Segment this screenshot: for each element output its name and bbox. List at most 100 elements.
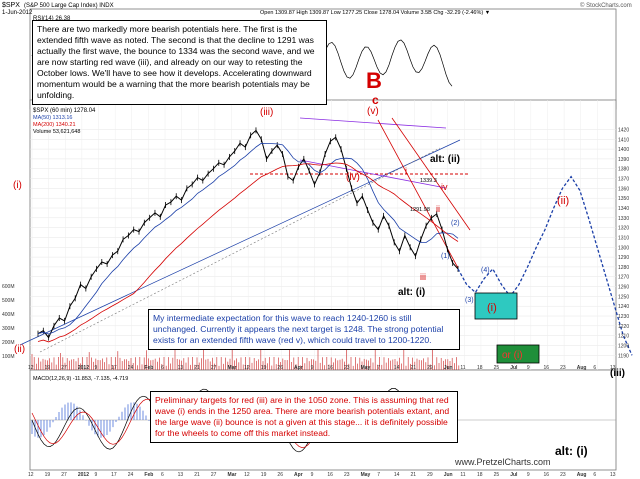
x-tick-label: 6 bbox=[161, 365, 164, 371]
x-tick-label: 23 bbox=[560, 365, 566, 371]
x-tick-label: 27 bbox=[61, 365, 67, 371]
price-label-1339: 1339.3 bbox=[420, 178, 437, 184]
volume-tick-label: 300M bbox=[2, 326, 15, 332]
y-tick-label: 1360 bbox=[618, 186, 629, 192]
legend-main: $SPX (60 min) 1278.04 bbox=[33, 108, 96, 114]
x-tick-label: 21 bbox=[410, 365, 416, 371]
rsi-label: RSI(14) 26.38 bbox=[33, 16, 71, 22]
x-tick-label: 11 bbox=[460, 365, 465, 371]
x-tick-label-lower: 9 bbox=[311, 472, 314, 478]
watermark-text: www.PretzelCharts.com bbox=[454, 457, 551, 467]
x-tick-label: 21 bbox=[194, 365, 200, 371]
x-tick-label: 6 bbox=[593, 365, 596, 371]
x-tick-label-lower: May bbox=[361, 472, 371, 478]
x-tick-label-lower: Apr bbox=[294, 472, 303, 478]
x-tick-label-lower: Aug bbox=[577, 472, 587, 478]
x-tick-label-lower: 21 bbox=[194, 472, 200, 478]
wave-label-alt-i: alt: (i) bbox=[398, 287, 425, 298]
x-tick-label: 2012 bbox=[78, 365, 89, 371]
x-tick-label-lower: 2012 bbox=[78, 472, 89, 478]
projection-path bbox=[457, 175, 633, 356]
x-tick-label: Jul bbox=[510, 365, 518, 371]
x-tick-label-lower: 29 bbox=[427, 472, 433, 478]
x-tick-label-lower: Jun bbox=[444, 472, 453, 478]
y-tick-label: 1280 bbox=[618, 265, 629, 271]
y-tick-label: 1320 bbox=[618, 226, 629, 232]
y-tick-label: 1410 bbox=[618, 137, 629, 143]
x-tick-label: 26 bbox=[277, 365, 283, 371]
x-tick-label: 12 bbox=[244, 365, 250, 371]
wave-label-blue-2: (2) bbox=[451, 220, 460, 227]
x-tick-label-lower: 19 bbox=[45, 472, 51, 478]
x-tick-label-lower: 16 bbox=[543, 472, 549, 478]
trendlines bbox=[19, 117, 471, 353]
wave-label-i-left: (i) bbox=[13, 180, 22, 191]
x-tick-label: 19 bbox=[45, 365, 51, 371]
note-mid: My intermediate expectation for this wav… bbox=[148, 309, 460, 350]
wave-label-big-b: B bbox=[366, 68, 382, 93]
x-tick-label-lower: 21 bbox=[410, 472, 416, 478]
price-line bbox=[37, 129, 459, 339]
wave-label-or-i: or (i) bbox=[502, 350, 523, 361]
x-tick-label: May bbox=[361, 365, 371, 371]
legend-volume: Volume 53,621,648 bbox=[33, 129, 80, 135]
volume-tick-label: 200M bbox=[2, 340, 15, 346]
volume-tick-label: 500M bbox=[2, 298, 15, 304]
x-tick-label-lower: 13 bbox=[178, 472, 184, 478]
y-tick-label: 1240 bbox=[618, 304, 629, 310]
x-tick-label: 7 bbox=[377, 365, 380, 371]
x-tick-label-lower: 17 bbox=[111, 472, 117, 478]
trendline-gray bbox=[39, 147, 441, 353]
x-tick-label-lower: 6 bbox=[161, 472, 164, 478]
x-tick-label: 29 bbox=[427, 365, 433, 371]
y-tick-label: 1260 bbox=[618, 285, 629, 291]
y-tick-label: 1330 bbox=[618, 216, 629, 222]
x-tick-label: 9 bbox=[95, 365, 98, 371]
y-tick-label: 1400 bbox=[618, 147, 629, 153]
wave-label-red-iv: iv bbox=[441, 182, 448, 192]
x-tick-label: 18 bbox=[477, 365, 483, 371]
wave-label-iii: (iii) bbox=[260, 107, 273, 118]
y-tick-label: 1300 bbox=[618, 245, 629, 251]
x-tick-label-lower: Mar bbox=[228, 472, 237, 478]
volume-axis-ticks: 600M 500M 400M 300M 200M 100M bbox=[2, 284, 15, 360]
trendline-red-channel-b bbox=[391, 117, 471, 231]
projection-line bbox=[457, 175, 633, 356]
target-box-or-i bbox=[496, 344, 540, 364]
y-tick-label: 1190 bbox=[618, 353, 629, 359]
x-tick-label: Feb bbox=[144, 365, 153, 371]
wave-label-red-iii: iii bbox=[420, 272, 426, 282]
wave-label-big-iii: (iii) bbox=[610, 368, 625, 379]
x-tick-label: 9 bbox=[311, 365, 314, 371]
x-tick-label-lower: 12 bbox=[244, 472, 250, 478]
wave-label-big-ii: (ii) bbox=[557, 195, 569, 207]
wave-label-iv: (iv) bbox=[346, 172, 360, 183]
ma50-line bbox=[37, 142, 459, 335]
x-tick-label: 24 bbox=[128, 365, 134, 371]
wave-label-blue-1: (1) bbox=[441, 253, 450, 260]
note-top: There are two markedly more bearish pote… bbox=[32, 20, 327, 105]
ohlc-readout: Open 1309.87 High 1309.87 Low 1277.25 Cl… bbox=[260, 10, 490, 16]
y-tick-label: 1390 bbox=[618, 157, 629, 163]
stockcharts-credit: © StockCharts.com bbox=[580, 2, 632, 9]
x-axis-ticks: 12 12 19 19 27 27 2012 2012 9 9 17 17 24 24 Feb Feb 6 6 13… bbox=[28, 365, 616, 478]
wave-label-red-i: i bbox=[405, 166, 407, 176]
x-tick-label-lower: 27 bbox=[61, 472, 67, 478]
x-tick-label-lower: 9 bbox=[95, 472, 98, 478]
x-tick-label: 25 bbox=[494, 365, 500, 371]
y-tick-label: 1340 bbox=[618, 206, 629, 212]
legend-ma50: MA(50) 1313.16 bbox=[33, 115, 72, 121]
gridlines bbox=[30, 100, 616, 370]
price-label-1291: 1291.98 bbox=[410, 207, 430, 213]
x-tick-label: Apr bbox=[294, 365, 303, 371]
volume-tick-label: 600M bbox=[2, 284, 15, 290]
x-tick-label-lower: 25 bbox=[494, 472, 500, 478]
x-tick-label-lower: 14 bbox=[394, 472, 400, 478]
x-tick-label-lower: 23 bbox=[560, 472, 566, 478]
volume-bars bbox=[31, 345, 460, 370]
wave-label-v: (v) bbox=[367, 106, 379, 117]
x-tick-label: 13 bbox=[610, 365, 616, 371]
x-tick-label: 9 bbox=[527, 365, 530, 371]
x-tick-label-lower: 13 bbox=[610, 472, 616, 478]
wave-label-alt-ii: alt: (ii) bbox=[430, 154, 460, 165]
